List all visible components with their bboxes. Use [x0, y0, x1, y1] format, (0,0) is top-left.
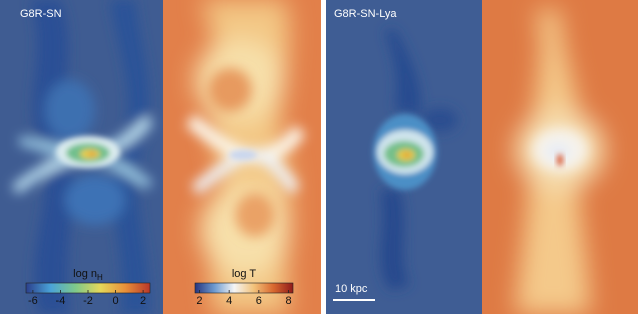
colorbar — [195, 283, 293, 293]
panel-label: G8R-SN — [20, 8, 62, 20]
density-map — [326, 0, 482, 314]
colorbar-tick-label: -2 — [83, 295, 93, 307]
temperature-map — [482, 0, 638, 314]
temperature-map — [163, 0, 321, 314]
density-map — [0, 0, 163, 314]
colorbar-tick-label: 4 — [226, 295, 232, 307]
colorbar-tick-label: -4 — [56, 295, 66, 307]
scale-bar-label: 10 kpc — [335, 283, 368, 295]
label-main: log n — [73, 268, 97, 280]
colorbar-label: log T — [232, 268, 257, 280]
label-sub: H — [97, 273, 103, 282]
colorbar-tick-label: 8 — [285, 295, 291, 307]
colorbar-tick-label: 2 — [196, 295, 202, 307]
colorbar-tick-label: -6 — [28, 295, 38, 307]
figure: G8R-SN G8R-SN-Lya log nH -6 -4 -2 0 2 log T 2 4 6… — [0, 0, 638, 314]
colorbar-tick-label: 2 — [140, 295, 146, 307]
label-main: log T — [232, 268, 257, 280]
panel-label: G8R-SN-Lya — [334, 8, 397, 20]
colorbar-tick-label: 6 — [256, 295, 262, 307]
colorbar-tick-label: 0 — [112, 295, 118, 307]
